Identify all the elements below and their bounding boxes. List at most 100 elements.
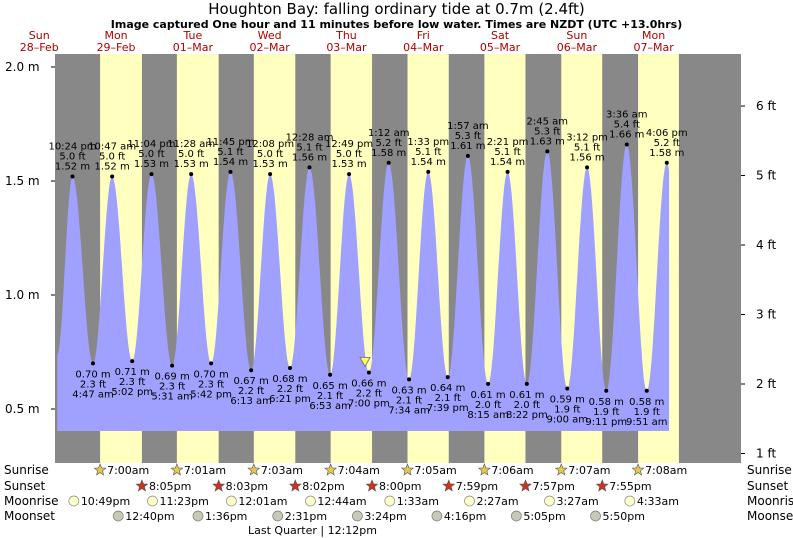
sunrise-star-icon	[401, 463, 414, 476]
day-labels: Sun28–FebMon29–FebTue01–MarWed02–MarThu0…	[20, 29, 674, 54]
moonset-time: 3:24pm	[364, 510, 406, 523]
row-label-right: Sunset	[747, 479, 788, 493]
low-tide-metres: 0.66 m	[351, 379, 386, 390]
high-tide-time: 10:24 pm	[48, 141, 96, 152]
day-of-week-label: Thu	[335, 29, 357, 42]
high-tide-point	[268, 172, 273, 177]
low-tide-metres: 0.58 m	[589, 397, 624, 408]
low-tide-time: 5:31 am	[151, 392, 193, 403]
moonrise-time: 12:01am	[238, 495, 287, 508]
low-tide-point	[91, 361, 96, 366]
high-tide-feet: 5.2 ft	[376, 138, 402, 149]
high-tide-point	[228, 169, 233, 174]
high-tide-time: 1:33 pm	[407, 137, 449, 148]
high-tide-time: 1:57 am	[447, 121, 489, 132]
high-tide-metres: 1.53 m	[331, 159, 366, 170]
low-tide-metres: 0.68 m	[272, 374, 307, 385]
high-tide-feet: 5.1 ft	[217, 147, 243, 158]
sunrise-time: 7:01am	[184, 464, 226, 477]
high-tide-point	[386, 160, 391, 165]
low-tide-time: 7:34 am	[388, 405, 430, 416]
low-tide-feet: 1.9 ft	[634, 407, 660, 418]
sunset-time: 8:03pm	[226, 480, 268, 493]
low-tide-point	[604, 388, 609, 393]
sunset-star-icon	[135, 479, 149, 492]
row-label-right: Moonset	[747, 509, 793, 523]
high-tide-time: 1:12 am	[368, 128, 410, 139]
low-tide-metres: 0.64 m	[430, 383, 465, 394]
high-tide-metres: 1.52 m	[55, 161, 90, 172]
low-tide-metres: 0.59 m	[550, 394, 585, 405]
low-tide-time: 7:00 pm	[348, 399, 390, 410]
high-tide-metres: 1.53 m	[134, 159, 169, 170]
high-tide-point	[70, 174, 75, 179]
low-tide-point	[170, 363, 175, 368]
low-tide-time: 9:11 pm	[585, 417, 627, 428]
high-tide-metres: 1.54 m	[490, 157, 525, 168]
low-tide-feet: 2.3 ft	[198, 379, 224, 390]
high-tide-feet: 5.3 ft	[455, 131, 481, 142]
sunrise-star-icon	[170, 463, 184, 476]
day-of-week-label: Wed	[258, 29, 282, 42]
sunrise-star-icon	[631, 463, 645, 476]
high-tide-metres: 1.56 m	[569, 152, 604, 163]
high-tide-point	[545, 149, 550, 154]
chart-title: Houghton Bay: falling ordinary tide at 0…	[208, 0, 585, 18]
high-tide-feet: 5.2 ft	[654, 138, 680, 149]
date-label: 07–Mar	[634, 41, 675, 54]
low-tide-feet: 2.0 ft	[514, 400, 540, 411]
sunset-time: 8:00pm	[379, 480, 421, 493]
low-tide-feet: 2.3 ft	[80, 379, 106, 390]
tide-labels: 10:24 pm5.0 ft1.52 m0.70 m2.3 ft4:47 am1…	[48, 110, 687, 428]
moonrise-time: 11:23pm	[159, 495, 208, 508]
high-tide-metres: 1.63 m	[530, 136, 565, 147]
sunrise-star-icon	[477, 463, 491, 476]
low-tide-point	[486, 381, 491, 386]
high-tide-time: 11:04 pm	[127, 139, 175, 150]
date-label: 29–Feb	[97, 41, 136, 54]
sunset-time: 7:59pm	[456, 480, 498, 493]
sunset-star-icon	[519, 479, 532, 492]
high-tide-point	[664, 160, 669, 165]
high-tide-time: 11:28 am	[167, 139, 215, 150]
low-tide-point	[130, 359, 135, 364]
low-tide-time: 7:39 pm	[427, 403, 469, 414]
moonset-time: 1:36pm	[205, 510, 247, 523]
sunset-time: 8:02pm	[302, 480, 344, 493]
high-tide-point	[505, 169, 510, 174]
low-tide-time: 5:42 pm	[190, 389, 232, 400]
high-tide-feet: 5.0 ft	[99, 151, 125, 162]
sunset-star-icon	[365, 479, 379, 492]
high-tide-feet: 5.1 ft	[494, 147, 520, 158]
moonset-moon-icon	[590, 510, 601, 522]
moonset-moon-icon	[192, 510, 204, 522]
row-label-left: Sunset	[4, 479, 45, 493]
low-tide-metres: 0.71 m	[115, 367, 150, 378]
high-tide-time: 10:47 am	[88, 141, 136, 152]
high-tide-metres: 1.61 m	[450, 141, 485, 152]
high-tide-metres: 1.54 m	[213, 157, 248, 168]
y-right-tick-label: 3 ft	[756, 308, 776, 322]
row-label-left: Moonset	[4, 509, 55, 523]
low-tide-time: 6:13 am	[230, 396, 272, 407]
low-tide-point	[366, 370, 371, 375]
moonrise-moon-icon	[305, 495, 316, 507]
row-label-right: Sunrise	[747, 463, 792, 477]
sunrise-time: 7:06am	[491, 464, 533, 477]
moonset-moon-icon	[352, 510, 363, 522]
high-tide-feet: 5.1 ft	[296, 142, 322, 153]
low-tide-metres: 0.61 m	[470, 390, 505, 401]
high-tide-point	[307, 165, 312, 170]
tide-series	[57, 144, 670, 431]
high-tide-feet: 5.0 ft	[59, 151, 85, 162]
high-tide-feet: 5.0 ft	[178, 149, 204, 160]
y-left-tick-label: 1.0 m	[5, 288, 40, 302]
low-tide-time: 8:15 am	[467, 410, 509, 421]
low-tide-feet: 2.3 ft	[119, 377, 145, 388]
low-tide-metres: 0.61 m	[509, 390, 544, 401]
day-of-week-label: Sun	[566, 29, 587, 42]
low-tide-time: 4:47 am	[72, 389, 114, 400]
high-tide-time: 12:49 pm	[325, 139, 373, 150]
low-tide-metres: 0.63 m	[391, 385, 426, 396]
y-left-tick-label: 1.5 m	[5, 174, 40, 188]
